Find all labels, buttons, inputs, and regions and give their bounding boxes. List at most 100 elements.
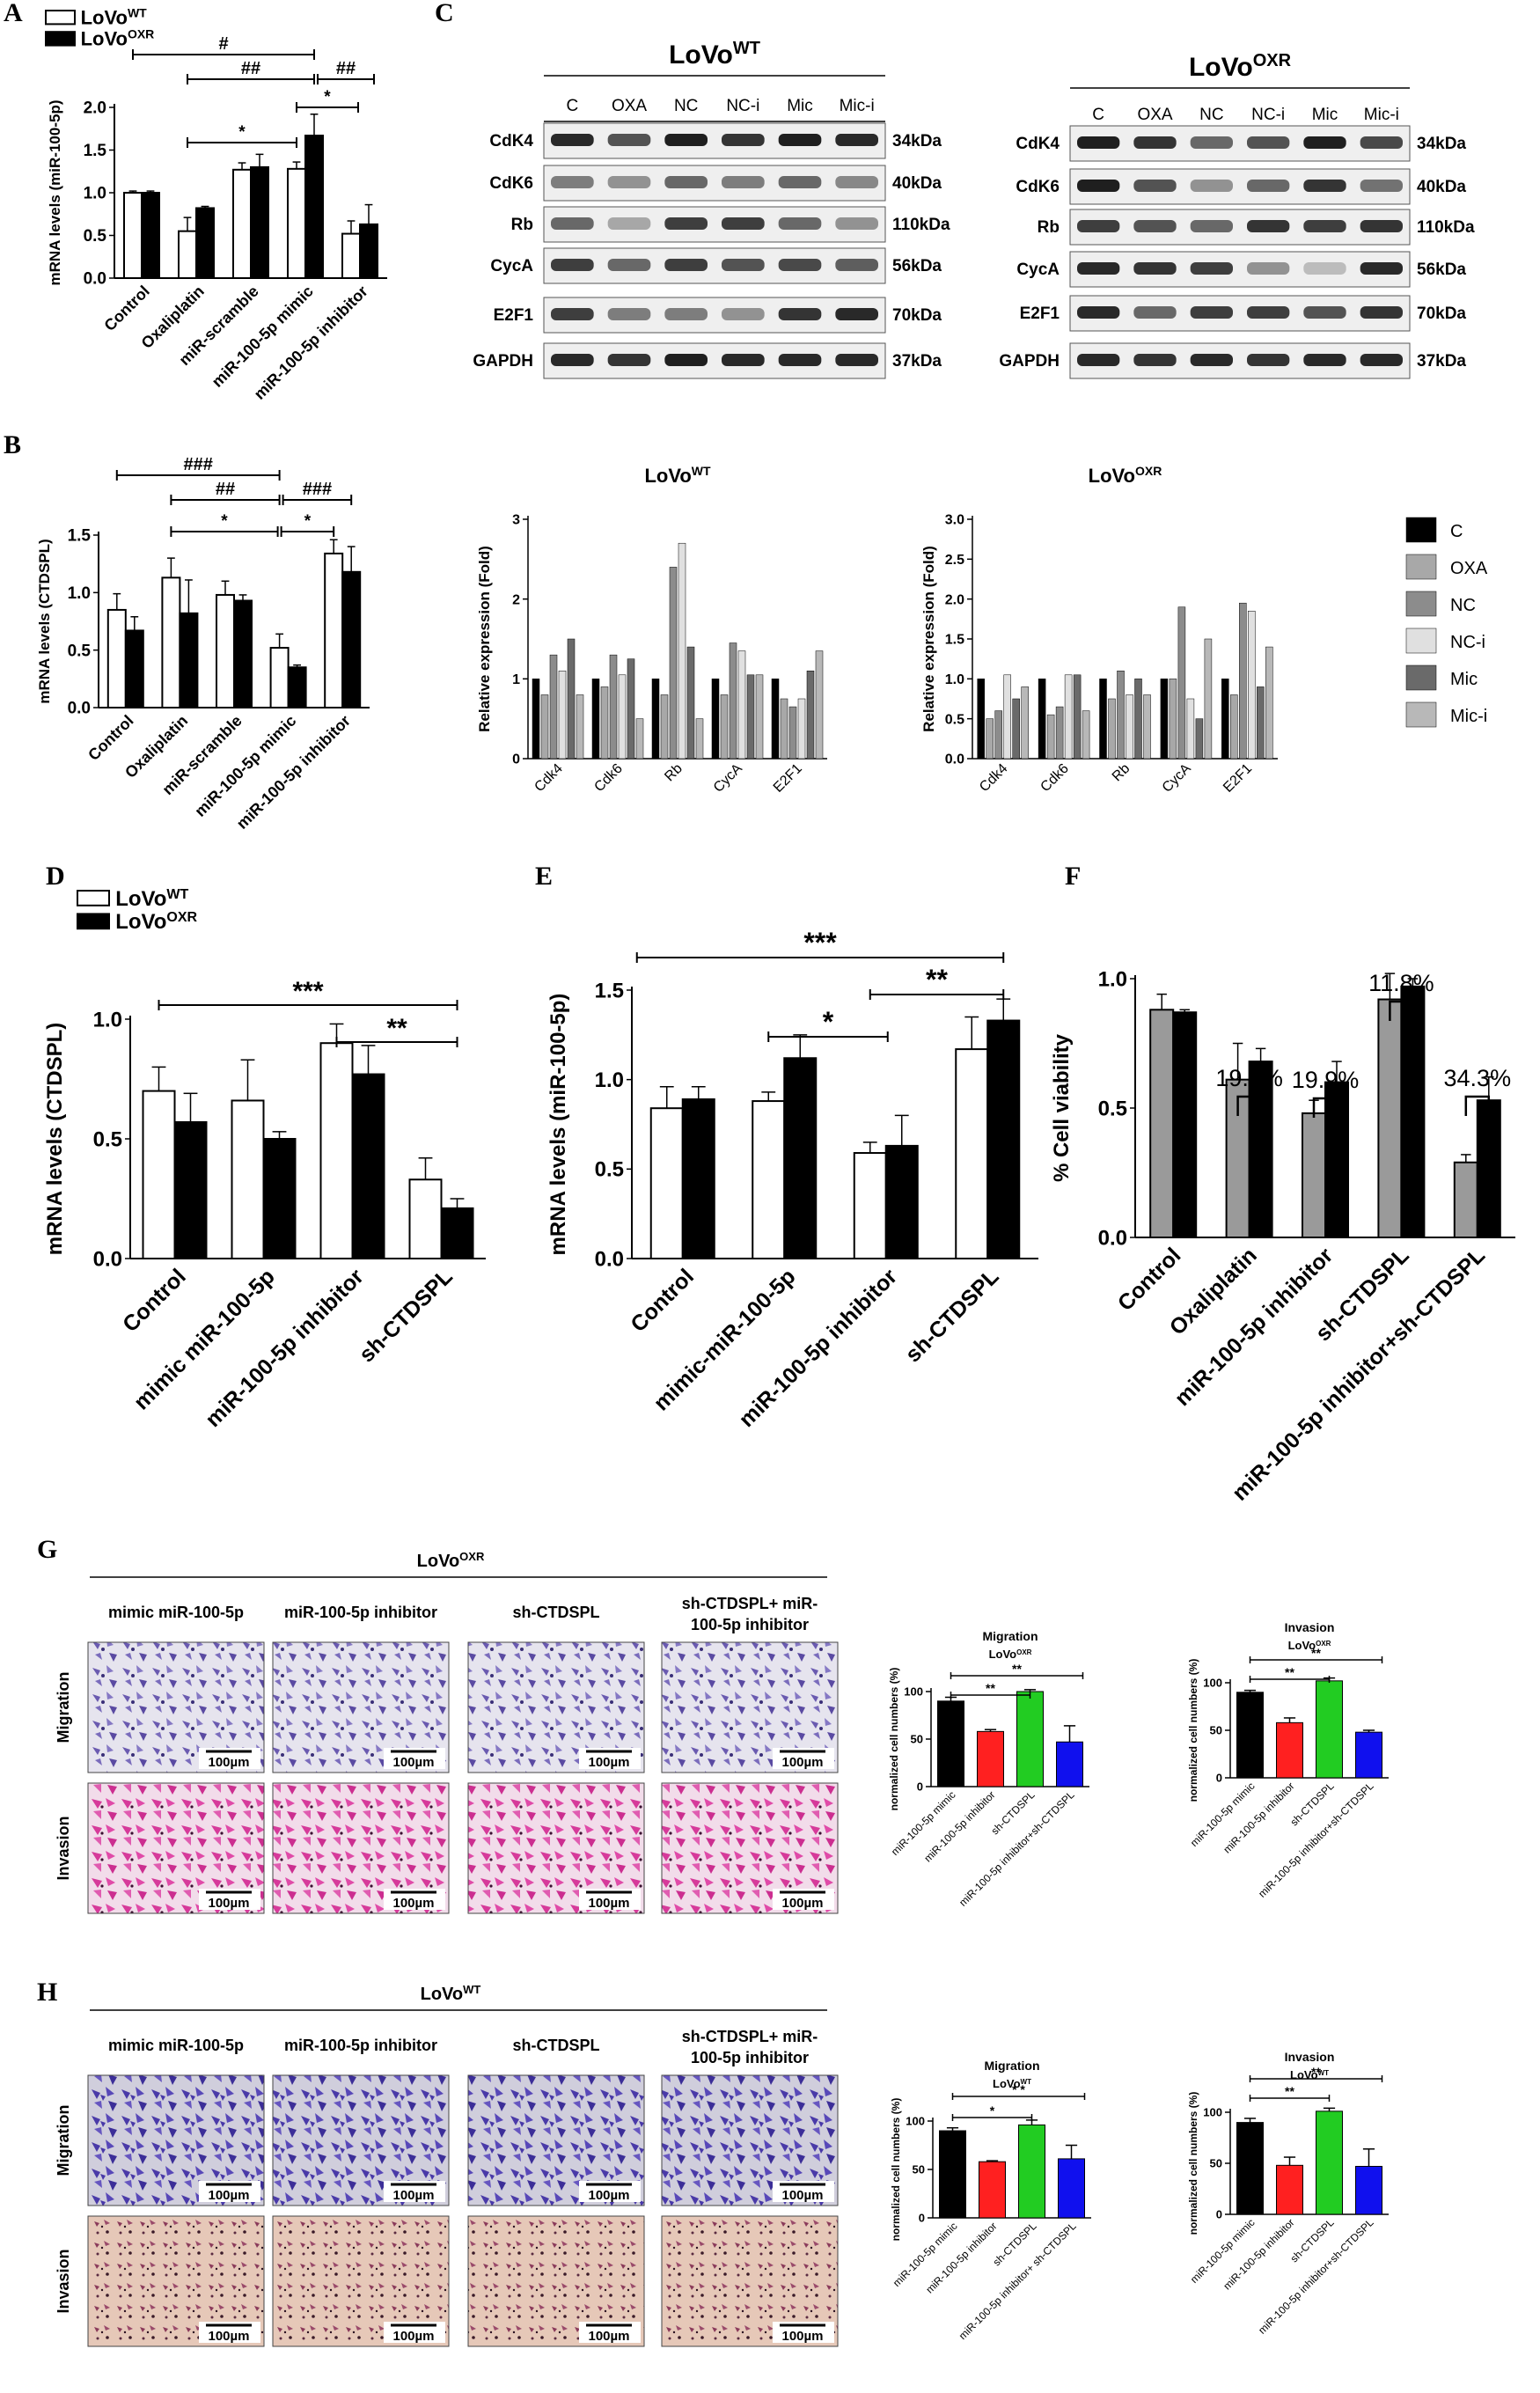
blot-band	[1190, 136, 1233, 149]
lane-label: OXA	[612, 97, 647, 115]
x-tick-label: miR-100-5p inhibitor	[923, 2220, 999, 2295]
bar	[540, 694, 549, 760]
blot-strip	[1069, 251, 1411, 288]
blot-band	[664, 217, 708, 230]
panel-letter-g: G	[37, 1535, 57, 1564]
blot-band	[1190, 180, 1233, 192]
y-axis-label: mRNA levels (CTDSPL)	[43, 1023, 67, 1256]
panel-letter-a: A	[4, 0, 23, 27]
blot-band	[722, 134, 765, 146]
chart-g-migration: 0 50 100 normalized cell numbers (%) miR-100…	[888, 1629, 1089, 1909]
y-tick-label: 100	[1203, 1677, 1222, 1690]
bar	[262, 1138, 297, 1259]
bar	[1400, 985, 1426, 1238]
bar	[1236, 1692, 1264, 1779]
lane-label: C	[566, 97, 578, 115]
legend-label-oxr: LoVoOXR	[81, 27, 155, 50]
sig-label: #	[218, 34, 228, 54]
chart-subtitle: LoVoWT	[993, 2077, 1031, 2090]
y-tick-label: 0.0	[1098, 1226, 1127, 1250]
legend-label: NC	[1450, 596, 1476, 615]
blot-band	[1133, 306, 1177, 319]
blot-band	[835, 259, 878, 271]
bar	[1018, 2124, 1045, 2219]
y-tick-label: 0.5	[68, 642, 92, 660]
row-label: Invasion	[55, 1816, 72, 1880]
bar	[324, 552, 344, 709]
bar	[141, 192, 160, 279]
bar	[567, 638, 576, 760]
size-label: 110kDa	[892, 216, 950, 234]
bar	[853, 1152, 887, 1259]
blot-band	[1247, 354, 1290, 366]
chart-title: LoVoOXR	[1089, 464, 1162, 487]
blot-band	[551, 176, 594, 188]
bar	[359, 223, 378, 279]
bar	[695, 718, 704, 760]
y-tick-label: 0.0	[945, 752, 964, 767]
x-tick-label: miR-100-5p inhibitor	[1221, 1780, 1296, 1855]
bar	[746, 674, 755, 760]
lane-label: Mic	[1312, 106, 1338, 124]
percent-label: 19.8%	[1215, 1065, 1283, 1091]
sig-label: ##	[336, 59, 356, 78]
micrograph-title: LoVoOXR	[417, 1550, 485, 1572]
bar	[737, 650, 746, 760]
bar	[600, 686, 609, 760]
size-label: 40kDa	[892, 174, 942, 193]
lane-label: NC	[1199, 106, 1223, 124]
bar	[231, 1099, 265, 1259]
y-tick-label: 0	[1216, 1772, 1222, 1785]
bar	[216, 593, 235, 708]
sig-label: **	[1285, 1665, 1294, 1679]
bar	[1276, 2164, 1303, 2215]
y-tick-label: 0	[1216, 2208, 1222, 2221]
bar	[195, 207, 215, 280]
scale-bar-label: 100µm	[208, 1755, 249, 1770]
scale-bar-label: 100µm	[392, 1755, 434, 1770]
western-blots: LoVoWT C OXA NC NC-i Mic Mic-i CdK4 34kDa CdK6 40k…	[473, 39, 1475, 379]
blot-band	[835, 134, 878, 146]
protein-label: GAPDH	[999, 352, 1060, 371]
y-tick-label: 1.5	[84, 142, 107, 160]
bar	[1239, 602, 1247, 760]
blot-strip	[543, 247, 886, 284]
x-tick-label: Cdk4	[977, 761, 1011, 796]
bar	[558, 671, 567, 760]
blot-band	[722, 217, 765, 230]
protein-label: Rb	[511, 216, 533, 234]
chart-e: 0.0 0.5 1.0 1.5 mRNA levels (miR-100-5p) Cont…	[546, 927, 1038, 1432]
lane-label: Mic	[787, 97, 813, 115]
protein-label: CycA	[1016, 261, 1060, 279]
blot-strip	[1069, 342, 1411, 379]
chart-g-invasion: 0 50 100 normalized cell numbers (%) miR-100…	[1187, 1620, 1389, 1900]
bar	[440, 1207, 474, 1260]
blot-band	[1190, 306, 1233, 319]
blot-band	[607, 176, 651, 188]
column-label: 100-5p inhibitor	[691, 2049, 809, 2066]
chart-c-wt: 0 1 2 3 Relative expression (Fold) Cdk4 Cdk6 Rb…	[476, 464, 827, 796]
size-label: 34kDa	[892, 132, 942, 150]
x-tick-label: E2F1	[771, 761, 805, 796]
legend-label-oxr: LoVoOXR	[115, 910, 197, 935]
blot-band	[1133, 180, 1177, 192]
lane-label: OXA	[1137, 106, 1172, 124]
bar	[815, 650, 824, 760]
bar	[1248, 611, 1256, 760]
bar	[780, 698, 788, 760]
y-tick-label: 0	[512, 752, 520, 767]
bar	[884, 1144, 919, 1260]
bar	[1149, 1009, 1175, 1239]
bar	[1172, 1011, 1198, 1238]
column-label: miR-100-5p inhibitor	[284, 2037, 437, 2054]
sig-label: ##	[241, 59, 260, 78]
legend-label: Mic-i	[1450, 707, 1487, 726]
bar	[1476, 1099, 1501, 1239]
y-tick-label: 100	[1203, 2106, 1222, 2119]
bar	[287, 666, 307, 708]
blot-strip	[1069, 168, 1411, 205]
bar	[1236, 2122, 1264, 2215]
bar	[627, 658, 635, 760]
blot-band	[664, 176, 708, 188]
bar	[977, 679, 985, 760]
